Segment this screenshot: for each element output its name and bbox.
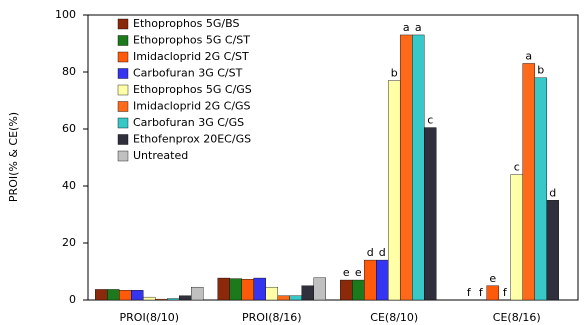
legend-label: Carbofuran 3G C/ST	[133, 67, 243, 80]
bar	[229, 278, 242, 301]
x-tick-label: PROI(8/10)	[120, 311, 179, 324]
bar	[486, 285, 499, 301]
bar	[340, 279, 353, 301]
sig-letter: f	[503, 286, 508, 299]
bar	[107, 289, 120, 301]
bar	[400, 34, 413, 301]
sig-letter: a	[525, 49, 532, 62]
legend-swatch	[117, 18, 129, 30]
bar	[143, 296, 156, 301]
legend-label: Imidacloprid 2G C/GS	[133, 100, 251, 113]
bar	[522, 63, 535, 301]
x-tick-label: CE(8/16)	[493, 311, 541, 324]
sig-letter: e	[489, 272, 496, 285]
bar	[313, 277, 326, 301]
bar	[277, 295, 290, 301]
y-tick-label: 0	[69, 293, 76, 306]
legend-swatch	[117, 117, 129, 129]
bar	[301, 285, 314, 301]
sig-letter: c	[514, 161, 520, 174]
bar	[364, 259, 377, 301]
bar	[253, 277, 266, 301]
sig-letter: f	[467, 286, 472, 299]
plot-frame	[87, 14, 579, 301]
bar	[167, 298, 180, 301]
y-tick-label: 60	[62, 122, 76, 135]
y-tick-label: 100	[55, 8, 76, 21]
bar	[265, 286, 278, 301]
bar	[119, 290, 132, 301]
sig-letter: e	[355, 266, 362, 279]
y-tick-label: 20	[62, 236, 76, 249]
legend-swatch	[117, 134, 129, 145]
bar	[534, 77, 547, 301]
legend-label: Ethoprophos 5G C/GS	[133, 83, 252, 96]
bar	[191, 286, 204, 301]
bar	[412, 34, 425, 301]
bar	[388, 80, 401, 301]
bar	[376, 259, 389, 301]
bar	[155, 298, 168, 301]
sig-letter: a	[415, 21, 422, 34]
sig-letter: d	[549, 186, 556, 199]
bar	[546, 200, 559, 301]
x-tick-label: CE(8/10)	[370, 311, 418, 324]
legend-swatch	[117, 101, 129, 112]
legend-label: Ethoprophos 5G/BS	[133, 17, 239, 30]
legend-label: Ethoprophos 5G C/ST	[133, 34, 250, 47]
sig-letter: d	[379, 246, 386, 259]
sig-letter: d	[367, 246, 374, 259]
y-axis-label: PROI(% & CE(%)	[7, 112, 20, 202]
legend-swatch	[117, 84, 129, 96]
bar	[179, 295, 192, 301]
legend-label: Ethofenprox 20EC/GS	[133, 133, 251, 146]
sig-letter: f	[479, 286, 484, 299]
sig-letter: c	[427, 114, 433, 127]
legend-label: Untreated	[133, 149, 188, 162]
bar	[95, 289, 108, 301]
legend-label: Carbofuran 3G C/GS	[133, 116, 244, 129]
legend-swatch	[117, 35, 129, 46]
bar	[217, 277, 230, 301]
sig-letter: b	[391, 67, 398, 80]
sig-letter: e	[343, 266, 350, 279]
y-tick-label: 80	[62, 65, 76, 78]
bar	[289, 295, 302, 301]
sig-letter: a	[403, 21, 410, 34]
legend-swatch	[117, 150, 129, 162]
x-tick-label: PROI(8/16)	[242, 311, 301, 324]
bar	[241, 278, 254, 301]
legend-label: Imidacloprid 2G C/ST	[133, 50, 249, 63]
bar	[352, 279, 365, 301]
legend-swatch	[117, 51, 129, 63]
bar	[131, 290, 144, 301]
sig-letter: b	[537, 64, 544, 77]
legend-swatch	[117, 68, 129, 79]
bar	[424, 127, 437, 301]
bar	[510, 174, 523, 301]
y-tick-label: 40	[62, 179, 76, 192]
